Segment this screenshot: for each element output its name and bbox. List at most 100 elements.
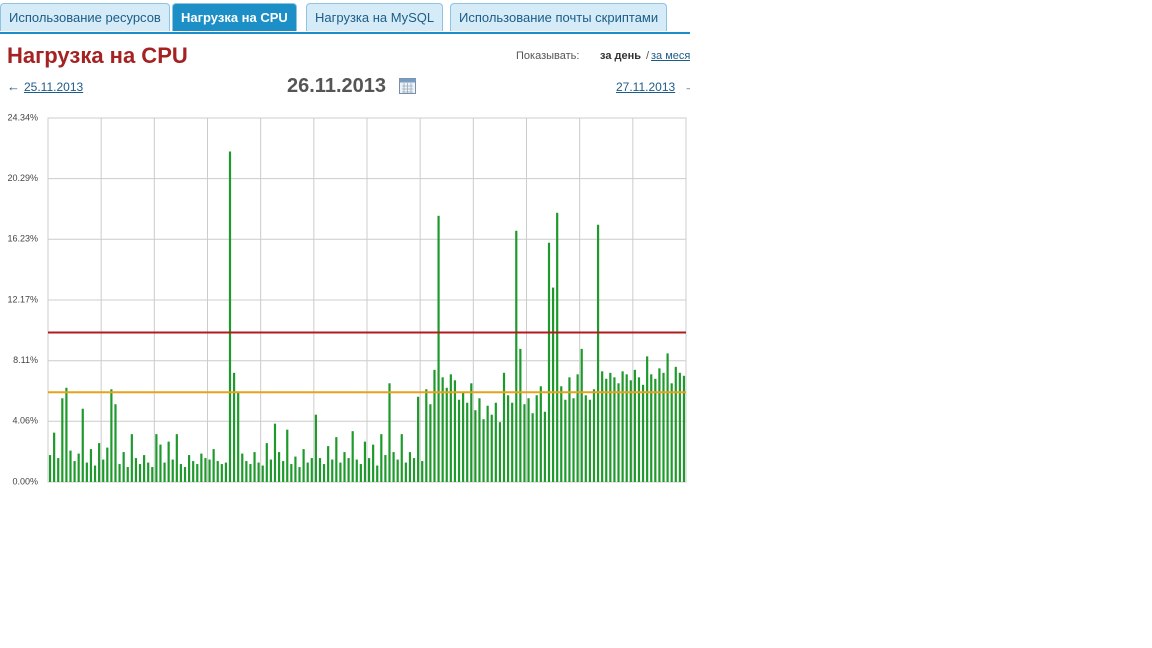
calendar-icon[interactable]	[399, 78, 417, 95]
prev-date[interactable]: 25.11.2013	[24, 80, 84, 94]
bar	[641, 384, 645, 482]
bar	[494, 402, 497, 482]
bar	[363, 441, 367, 482]
bar	[474, 410, 477, 482]
bar	[48, 455, 52, 482]
bar	[535, 395, 538, 482]
y-tick-label: 24.34%	[7, 112, 38, 122]
bar	[392, 452, 395, 482]
bar	[257, 462, 260, 482]
tab[interactable]: Использование почты скриптами	[450, 3, 668, 31]
bar	[564, 399, 567, 482]
bar	[502, 372, 506, 482]
tab[interactable]: Нагрузка на CPU	[172, 3, 297, 31]
bar	[609, 372, 612, 482]
prev-arrow[interactable]: ←	[7, 79, 20, 94]
bar	[298, 467, 301, 482]
bar	[658, 368, 661, 482]
bar	[486, 405, 489, 482]
bar	[351, 431, 354, 482]
tab[interactable]: Использование ресурсов	[0, 3, 170, 31]
bar	[69, 450, 72, 482]
bar	[77, 453, 80, 482]
bar	[355, 459, 358, 482]
bar	[678, 372, 681, 482]
bar	[241, 453, 244, 482]
bar	[216, 461, 219, 482]
bar	[314, 414, 317, 482]
bar	[515, 230, 518, 482]
bar	[629, 380, 632, 482]
bar	[527, 398, 530, 482]
bar	[81, 408, 84, 482]
bar	[650, 374, 653, 482]
bar	[179, 464, 183, 482]
bar	[543, 411, 547, 482]
separator: /	[646, 50, 650, 62]
next-arrow[interactable]: →	[684, 79, 690, 94]
bar	[228, 151, 232, 482]
bar	[429, 404, 432, 482]
bar	[670, 383, 673, 482]
bar	[654, 378, 657, 482]
bar	[478, 398, 481, 482]
bar	[551, 287, 555, 482]
period-month[interactable]: за меся	[651, 50, 690, 62]
bar	[400, 434, 403, 482]
bar	[331, 459, 334, 482]
bar	[674, 366, 677, 482]
bar	[376, 465, 379, 482]
tab[interactable]: Нагрузка на MySQL	[306, 3, 444, 31]
bar	[605, 378, 608, 482]
bar	[265, 443, 268, 482]
y-tick-label: 4.06%	[12, 416, 38, 426]
bar	[339, 462, 342, 482]
bar	[192, 461, 195, 482]
bar	[98, 443, 101, 482]
y-tick-label: 8.11%	[13, 355, 38, 365]
bar	[130, 434, 133, 482]
bar	[294, 456, 297, 482]
bar	[212, 449, 215, 482]
bar	[633, 369, 636, 482]
bar	[282, 461, 285, 482]
bar	[596, 224, 600, 482]
bar	[175, 434, 178, 482]
bar	[134, 458, 138, 482]
bar	[53, 432, 56, 482]
bar	[220, 464, 223, 482]
bar	[85, 462, 88, 482]
next-date[interactable]: 27.11.2013	[616, 80, 676, 94]
bar	[343, 452, 346, 482]
bar	[122, 452, 125, 482]
bar	[183, 467, 187, 482]
bar	[433, 369, 436, 482]
bar	[625, 374, 628, 482]
bar	[556, 212, 559, 482]
bar	[412, 458, 416, 482]
bar	[617, 383, 620, 482]
y-tick-label: 0.00%	[12, 476, 38, 486]
tab-bar: Использование ресурсов Нагрузка на CPU Наг…	[0, 3, 690, 34]
bar	[523, 404, 526, 482]
current-date: 26.11.2013	[287, 75, 386, 97]
bar	[462, 392, 465, 482]
bar	[359, 464, 362, 482]
bar	[93, 465, 97, 482]
bar	[445, 387, 448, 482]
bar	[273, 423, 277, 482]
bar	[601, 371, 604, 482]
show-label: Показывать:	[516, 50, 580, 62]
bar	[457, 399, 461, 482]
bar	[159, 444, 162, 482]
period-day[interactable]: за день	[600, 50, 642, 62]
bar	[384, 455, 387, 482]
bar	[576, 374, 579, 482]
bar	[61, 398, 64, 482]
bar	[547, 242, 551, 482]
bar	[449, 374, 452, 482]
bar	[204, 458, 207, 482]
bar	[286, 429, 289, 482]
bar	[506, 395, 510, 482]
